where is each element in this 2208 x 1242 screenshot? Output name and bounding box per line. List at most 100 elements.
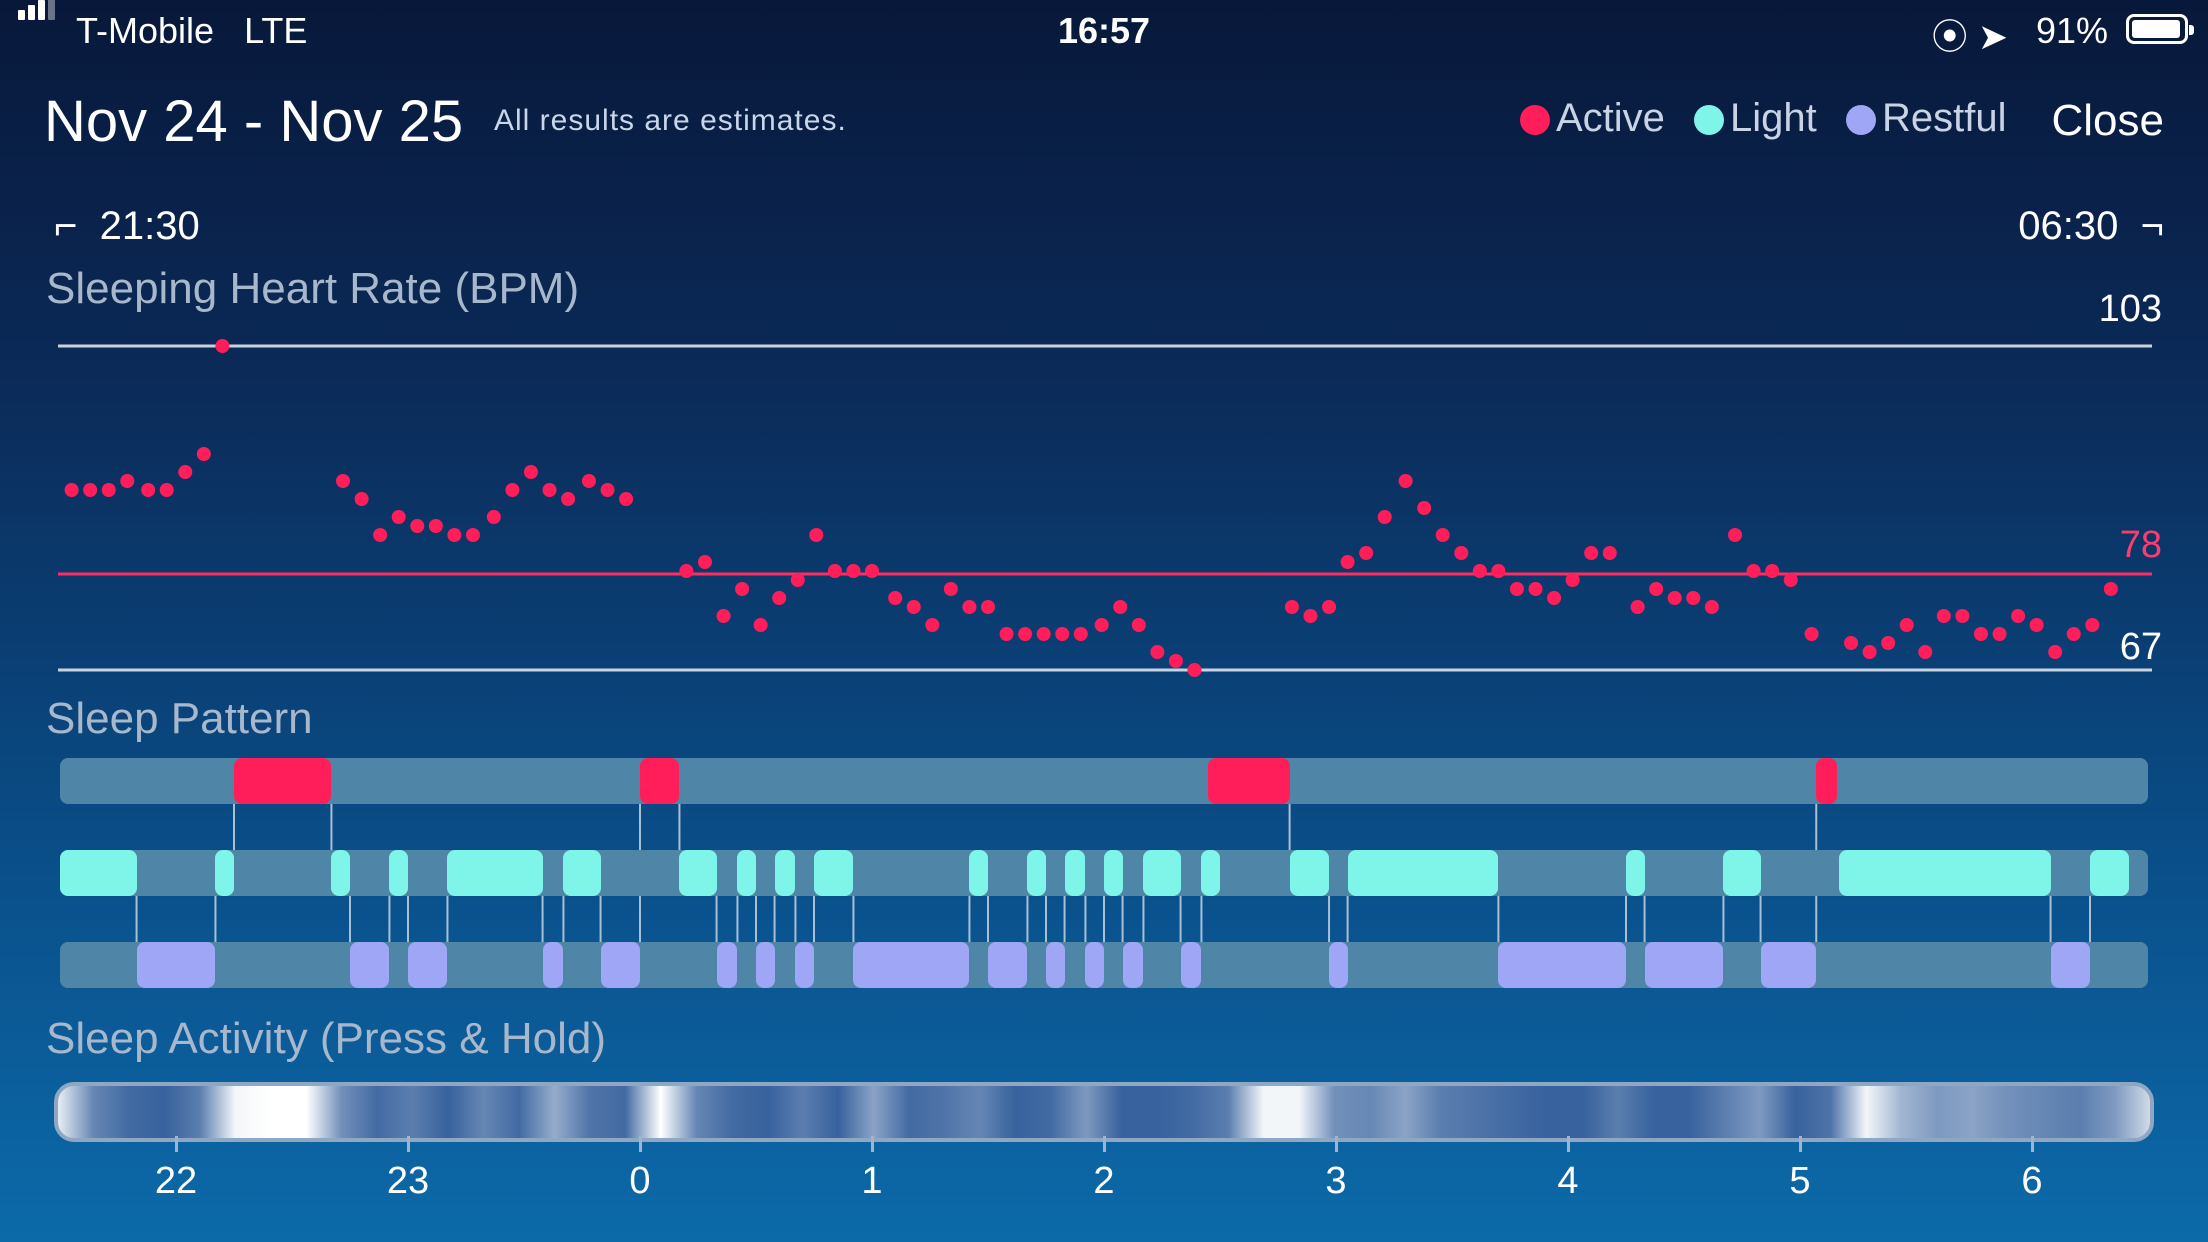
x-tick-mark xyxy=(1335,1136,1338,1152)
hr-min-label: 67 xyxy=(2119,626,2162,668)
x-tick-mark xyxy=(1567,1136,1570,1152)
light-segment xyxy=(774,850,796,896)
restful-segment xyxy=(1498,942,1626,988)
hr-point xyxy=(865,564,879,578)
hr-point xyxy=(428,519,443,533)
battery-percent: 91% xyxy=(2035,10,2108,51)
location-arrow-icon: ➤ xyxy=(1977,16,2008,57)
hr-point xyxy=(809,528,824,542)
restful-segment xyxy=(1085,942,1104,988)
hr-point xyxy=(2103,582,2118,596)
hr-point xyxy=(925,618,940,632)
light-segment xyxy=(1347,850,1499,896)
x-tick-label: 5 xyxy=(1789,1160,1811,1202)
light-segment xyxy=(563,850,601,896)
light-segment xyxy=(1723,850,1761,896)
x-tick-label: 22 xyxy=(154,1160,198,1202)
hr-point xyxy=(561,492,576,506)
x-tick-mark xyxy=(175,1136,178,1152)
light-segment xyxy=(1143,850,1181,896)
active-segment xyxy=(640,758,680,804)
sleep-activity-bar[interactable] xyxy=(54,1082,2154,1142)
hr-point xyxy=(196,447,211,461)
hr-point xyxy=(846,564,861,578)
hr-point xyxy=(1528,582,1543,596)
light-segment xyxy=(1027,850,1046,896)
hr-point xyxy=(1862,645,1877,659)
hr-point xyxy=(141,483,156,497)
hr-point xyxy=(1187,663,1202,677)
restful-segment xyxy=(600,942,640,988)
hr-point xyxy=(962,600,977,614)
x-tick-label: 4 xyxy=(1557,1160,1579,1202)
restful-segment xyxy=(136,942,216,988)
hr-point xyxy=(1113,600,1128,614)
estimate-note: All results are estimates. xyxy=(494,104,847,137)
hr-point xyxy=(1918,645,1933,659)
page-title: Nov 24 - Nov 25 xyxy=(44,89,464,154)
hr-point xyxy=(486,510,501,524)
hr-point xyxy=(1322,600,1337,614)
light-segment xyxy=(1626,850,1645,896)
hr-point xyxy=(1398,474,1413,488)
hr-point xyxy=(83,483,98,497)
hr-point xyxy=(1055,627,1070,641)
hr-point xyxy=(159,483,174,497)
hr-point xyxy=(2011,609,2026,623)
restful-segment xyxy=(1180,942,1202,988)
light-segment xyxy=(1201,850,1220,896)
light-segment xyxy=(331,850,350,896)
light-segment xyxy=(1839,850,2051,896)
network-text: LTE xyxy=(244,10,308,51)
hr-point xyxy=(1036,627,1051,641)
light-dot-icon xyxy=(1694,105,1724,135)
active-segment xyxy=(234,758,332,804)
restful-segment xyxy=(542,942,564,988)
hr-point xyxy=(1150,645,1165,659)
hr-point xyxy=(542,483,557,497)
x-tick-mark xyxy=(1799,1136,1802,1152)
x-tick-label: 23 xyxy=(386,1160,430,1202)
hr-point xyxy=(679,564,694,578)
hr-point xyxy=(1454,546,1469,560)
hr-point xyxy=(373,528,388,542)
hr-point xyxy=(697,555,712,569)
hr-point xyxy=(1602,546,1617,560)
x-tick-mark xyxy=(639,1136,642,1152)
hr-point xyxy=(1131,618,1146,632)
clock: 16:57 xyxy=(1057,10,1151,51)
hr-point xyxy=(600,483,615,497)
restful-segment xyxy=(716,942,738,988)
close-button[interactable]: Close xyxy=(2051,96,2165,145)
hr-point xyxy=(215,339,230,353)
light-segment xyxy=(60,850,137,896)
hr-point xyxy=(1547,591,1562,605)
restful-segment xyxy=(1046,942,1065,988)
legend-restful: Restful xyxy=(1846,96,2007,141)
active-segment xyxy=(1208,758,1290,804)
active-track xyxy=(60,758,2148,804)
x-tick-label: 0 xyxy=(629,1160,651,1202)
restful-segment xyxy=(853,942,970,988)
heart-rate-chart[interactable] xyxy=(0,0,2208,700)
restful-segment xyxy=(988,942,1028,988)
x-tick-mark xyxy=(1103,1136,1106,1152)
hr-point xyxy=(943,582,958,596)
x-tick-mark xyxy=(407,1136,410,1152)
x-tick-label: 1 xyxy=(861,1160,883,1202)
light-segment xyxy=(1104,850,1123,896)
sleep-pattern-title: Sleep Pattern xyxy=(46,694,313,743)
light-segment xyxy=(215,850,234,896)
hr-point xyxy=(2085,618,2100,632)
hr-point xyxy=(716,609,731,623)
bracket-left-icon: ⌐ xyxy=(54,204,78,248)
light-segment xyxy=(1289,850,1330,896)
heart-rate-title: Sleeping Heart Rate (BPM) xyxy=(46,264,580,313)
hr-point xyxy=(1303,609,1318,623)
hr-point xyxy=(391,510,406,524)
restful-track xyxy=(60,942,2148,988)
hr-point xyxy=(735,582,750,596)
hr-point xyxy=(354,492,369,506)
hr-point xyxy=(1765,564,1780,578)
hr-max-label: 103 xyxy=(2098,288,2162,330)
